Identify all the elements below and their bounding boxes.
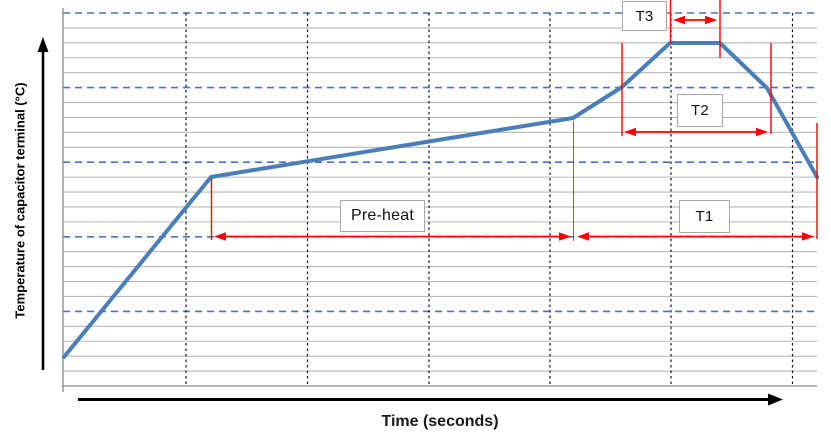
t1-label-box: T1 <box>679 200 730 233</box>
t2-span-arrow-left-arrowhead <box>624 127 636 137</box>
x-axis-label: Time (seconds) <box>381 413 499 430</box>
y-axis-label: Temperature of capacitor terminal (°C) <box>12 82 28 319</box>
y-axis-arrowhead <box>37 37 49 52</box>
t2-label-box: T2 <box>677 94 723 127</box>
preheat-span-arrow-right-arrowhead <box>559 232 571 241</box>
t1-span-arrow-left-arrowhead <box>577 232 589 241</box>
t1-span-arrow-right-arrowhead <box>802 232 814 241</box>
t2-span-arrow-right-arrowhead <box>756 127 768 137</box>
t3-span-arrow-left-arrowhead <box>673 15 685 25</box>
temperature-curve <box>62 41 819 359</box>
t3-label-box: T3 <box>622 1 667 31</box>
preheat-label-box: Pre-heat <box>340 200 425 232</box>
x-axis-arrowhead <box>768 393 783 406</box>
t3-span-arrow-right-arrowhead <box>705 15 717 25</box>
preheat-span-arrow-left-arrowhead <box>214 232 226 241</box>
